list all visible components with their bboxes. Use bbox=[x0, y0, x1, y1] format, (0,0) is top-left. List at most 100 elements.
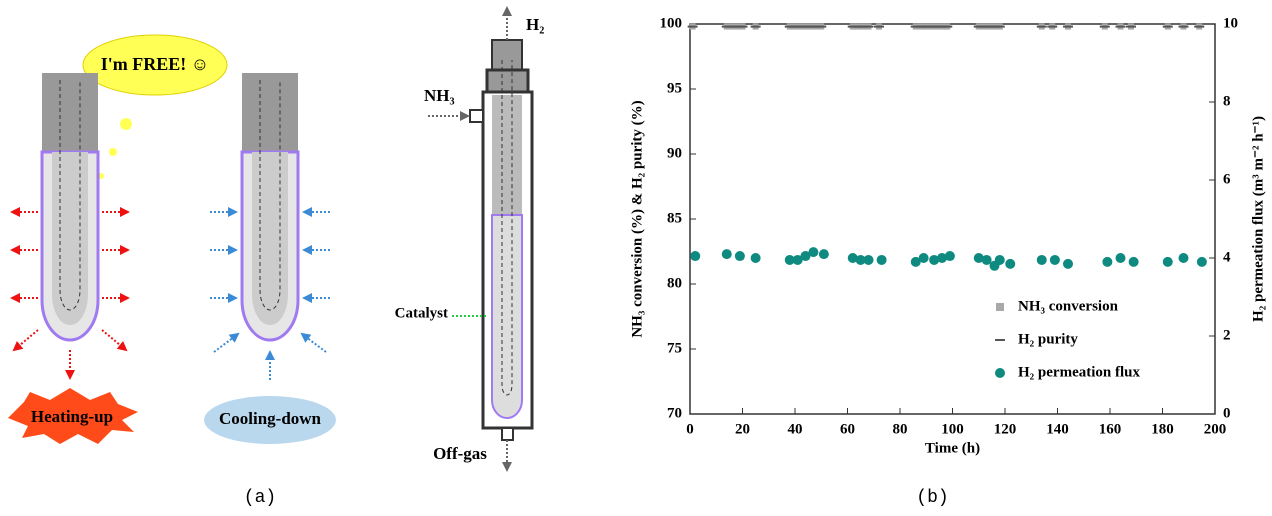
point bbox=[808, 247, 819, 258]
point bbox=[1194, 25, 1205, 28]
point bbox=[944, 251, 955, 262]
point bbox=[858, 25, 869, 28]
point bbox=[918, 253, 929, 263]
y-tick-label: 85 bbox=[667, 210, 682, 226]
point bbox=[973, 25, 984, 28]
point bbox=[1178, 253, 1189, 263]
point bbox=[1047, 25, 1058, 28]
point bbox=[910, 25, 921, 28]
point bbox=[727, 25, 737, 28]
point bbox=[929, 254, 940, 265]
offgas-label: Off-gas bbox=[433, 444, 487, 463]
point bbox=[984, 25, 995, 28]
point bbox=[1102, 256, 1113, 267]
point bbox=[1049, 254, 1060, 265]
h2-label: H₂ bbox=[526, 15, 544, 34]
point bbox=[811, 25, 821, 28]
y2-axis-label: H₂ permeation flux (m³ m⁻² h⁻¹) bbox=[1250, 116, 1266, 322]
point bbox=[921, 25, 932, 28]
point bbox=[1036, 254, 1047, 265]
point bbox=[847, 253, 858, 263]
point bbox=[818, 249, 829, 260]
point bbox=[994, 254, 1005, 265]
point bbox=[931, 25, 942, 28]
point bbox=[800, 251, 811, 262]
point bbox=[732, 25, 743, 28]
y-tick-label: 80 bbox=[667, 275, 682, 291]
x-axis-label: Time (h) bbox=[925, 440, 980, 456]
legend-label: H₂ permeation flux bbox=[1018, 364, 1140, 380]
tube-cooling: Cooling-down bbox=[204, 73, 336, 444]
x-tick-label: 200 bbox=[1204, 421, 1227, 437]
y2-tick-label: 6 bbox=[1223, 171, 1231, 187]
x-tick-label: 120 bbox=[994, 421, 1017, 437]
point bbox=[784, 254, 795, 265]
point bbox=[926, 25, 937, 28]
x-tick-label: 160 bbox=[1099, 421, 1122, 437]
point bbox=[737, 25, 748, 28]
point bbox=[690, 251, 701, 262]
speech-bubble bbox=[82, 34, 228, 96]
y-tick-label: 100 bbox=[660, 15, 683, 31]
x-tick-label: 60 bbox=[840, 421, 855, 437]
point bbox=[790, 25, 800, 28]
point bbox=[1162, 25, 1173, 28]
y-tick-label: 95 bbox=[667, 80, 682, 96]
tube-heating: Heating-up bbox=[8, 73, 138, 444]
point bbox=[721, 249, 732, 260]
point bbox=[805, 25, 816, 28]
point bbox=[910, 256, 921, 267]
point bbox=[792, 254, 803, 265]
point bbox=[942, 25, 953, 28]
y2-tick-label: 4 bbox=[1223, 249, 1231, 265]
point bbox=[937, 25, 947, 28]
point bbox=[874, 25, 884, 28]
x-tick-label: 180 bbox=[1151, 421, 1174, 437]
point bbox=[750, 25, 761, 28]
point bbox=[816, 25, 827, 28]
y-tick-label: 70 bbox=[667, 405, 682, 421]
point bbox=[687, 25, 698, 28]
point bbox=[1099, 25, 1110, 28]
y2-tick-label: 0 bbox=[1223, 405, 1231, 421]
legend-label: H₂ purity bbox=[1018, 331, 1078, 347]
heating-label: Heating-up bbox=[31, 407, 113, 426]
y2-tick-label: 8 bbox=[1223, 93, 1231, 109]
point bbox=[750, 253, 761, 263]
bubble-dot bbox=[109, 148, 117, 156]
legend-label: NH₃ conversion bbox=[1018, 298, 1119, 314]
reactor: H₂ NH₃ Catalyst Off-gas bbox=[395, 6, 544, 472]
y-tick-label: 90 bbox=[667, 145, 682, 161]
point bbox=[989, 25, 1000, 28]
point bbox=[863, 25, 874, 28]
point bbox=[979, 25, 989, 28]
point bbox=[853, 25, 863, 28]
point bbox=[784, 25, 795, 28]
point bbox=[1005, 258, 1016, 269]
point bbox=[876, 254, 887, 265]
nh3-label: NH₃ bbox=[424, 86, 455, 105]
point bbox=[855, 254, 866, 265]
y2-tick-label: 2 bbox=[1223, 327, 1231, 343]
x-tick-label: 80 bbox=[893, 421, 908, 437]
point bbox=[721, 25, 732, 28]
point bbox=[1063, 258, 1073, 269]
point bbox=[973, 253, 984, 263]
x-tick-label: 20 bbox=[735, 421, 750, 437]
point bbox=[1196, 256, 1207, 267]
point bbox=[1036, 25, 1047, 28]
point bbox=[1178, 25, 1189, 28]
point bbox=[916, 25, 926, 28]
legend-marker bbox=[996, 303, 1004, 311]
chart: 0 20 40 60 80 100 120 140 160 180 2007075808590951… bbox=[629, 15, 1266, 507]
point bbox=[1162, 256, 1173, 267]
point bbox=[863, 254, 874, 265]
point bbox=[1126, 25, 1136, 28]
cooling-label: Cooling-down bbox=[219, 409, 322, 428]
point bbox=[800, 25, 811, 28]
legend-marker bbox=[995, 339, 1005, 341]
bubble-dot bbox=[120, 118, 132, 130]
point bbox=[1063, 25, 1073, 28]
point bbox=[1115, 25, 1126, 28]
